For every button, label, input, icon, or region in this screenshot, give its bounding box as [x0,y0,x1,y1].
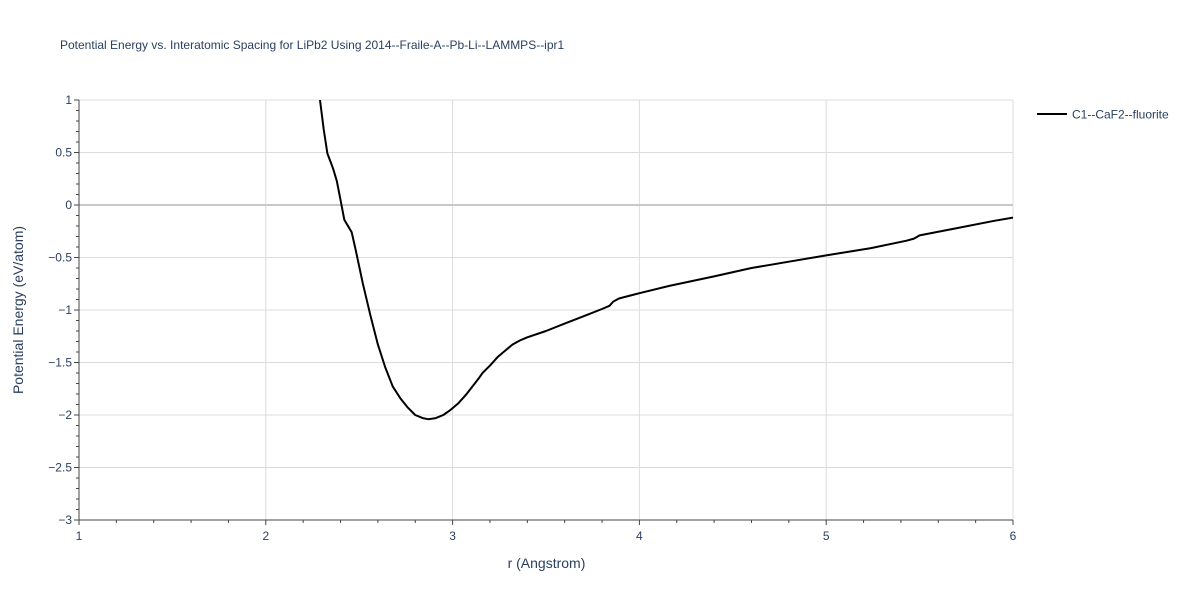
x-tick-label: 6 [1010,529,1017,543]
y-tick-label: 1 [65,93,72,107]
y-tick-label: 0.5 [55,146,72,160]
chart-title: Potential Energy vs. Interatomic Spacing… [60,38,565,52]
y-tick-label: 0 [65,198,72,212]
x-tick-label: 2 [262,529,269,543]
x-axis-title: r (Angstrom) [508,555,586,571]
plot-area [319,100,1013,421]
y-tick-label: −0.5 [48,251,72,265]
y-tick-label: −2.5 [48,461,72,475]
y-tick-label: −1.5 [48,356,72,370]
legend-label: C1--CaF2--fluorite [1072,108,1169,122]
x-tick-label: 5 [823,529,830,543]
y-tick-label: −1 [58,303,72,317]
y-tick-label: −2 [58,408,72,422]
grid [79,99,1014,520]
axes: 1 2 3 4 5 6 1 0.5 0 −0.5 −1 −1.5 −2 −2.5 −3 [48,93,1016,543]
series-line-0 [319,100,1013,421]
x-tick-label: 4 [636,529,643,543]
y-tick-label: −3 [58,513,72,527]
legend[interactable]: C1--CaF2--fluorite [1037,108,1169,122]
x-tick-label: 1 [76,529,83,543]
x-tick-label: 3 [449,529,456,543]
y-axis-title: Potential Energy (eV/atom) [10,226,26,394]
